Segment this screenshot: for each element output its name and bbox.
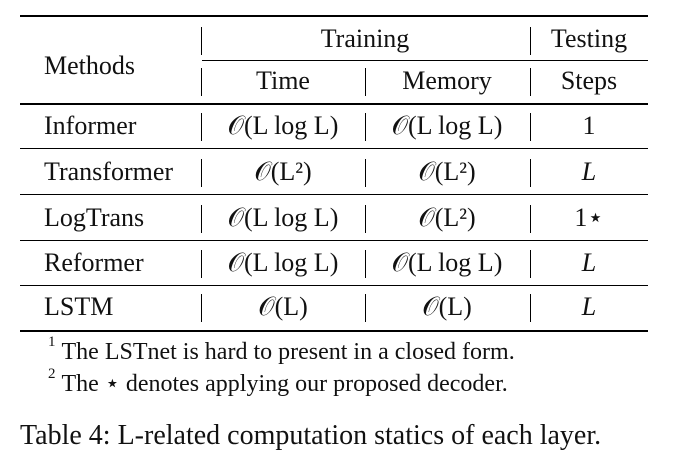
row5-sep-c	[530, 294, 532, 322]
bottom-rule	[20, 330, 648, 332]
row-steps: L	[581, 157, 597, 186]
row-method: LSTM	[44, 292, 114, 321]
row4-sep-b	[365, 250, 367, 278]
row-memory: 𝒪(L)	[422, 292, 472, 321]
header-sep-right	[530, 27, 532, 55]
header-testing: Testing	[550, 24, 628, 53]
row2-sep-a	[201, 159, 203, 187]
row1-sep-a	[201, 113, 203, 141]
sub-sep-mid	[365, 68, 367, 96]
footnote-2: 2 The ⋆ denotes applying our proposed dec…	[48, 367, 508, 398]
row-rule-4	[20, 285, 648, 286]
row-time: 𝒪(L log L)	[227, 203, 339, 232]
top-rule	[20, 15, 648, 17]
row2-sep-b	[365, 159, 367, 187]
row-memory: 𝒪(L²)	[418, 203, 476, 232]
row-steps: 1	[582, 111, 596, 140]
row3-sep-a	[201, 205, 203, 233]
footnote-mark: 2	[48, 366, 56, 382]
row4-sep-c	[530, 250, 532, 278]
row2-sep-c	[530, 159, 532, 187]
row5-sep-b	[365, 294, 367, 322]
row4-sep-a	[201, 250, 203, 278]
row5-sep-a	[201, 294, 203, 322]
row-rule-1	[20, 148, 648, 149]
table-caption: Table 4: L-related computation statics o…	[20, 420, 602, 451]
header-steps: Steps	[560, 66, 618, 95]
row-rule-2	[20, 194, 648, 195]
row-memory: 𝒪(L log L)	[391, 248, 503, 277]
header-methods: Methods	[44, 51, 135, 80]
row-rule-3	[20, 240, 648, 241]
row1-sep-c	[530, 113, 532, 141]
row-steps: 1⋆	[574, 203, 604, 232]
row-steps: L	[581, 292, 597, 321]
row1-sep-b	[365, 113, 367, 141]
header-time: Time	[256, 66, 310, 95]
footnote-1: 1 The LSTnet is hard to present in a clos…	[48, 335, 515, 366]
header-memory: Memory	[402, 66, 492, 95]
row-memory: 𝒪(L²)	[418, 157, 476, 186]
footnote-text: The LSTnet is hard to present in a close…	[61, 339, 515, 365]
row-time: 𝒪(L log L)	[227, 111, 339, 140]
row-time: 𝒪(L²)	[254, 157, 312, 186]
row-time: 𝒪(L)	[258, 292, 308, 321]
sub-sep-left	[201, 68, 203, 96]
row-memory: 𝒪(L log L)	[391, 111, 503, 140]
header-training: Training	[320, 24, 410, 53]
row-method: LogTrans	[44, 203, 145, 232]
training-subrule	[202, 60, 648, 61]
row3-sep-c	[530, 205, 532, 233]
row-method: Informer	[44, 111, 137, 140]
row-method: Reformer	[44, 248, 144, 277]
header-sep-left	[201, 27, 203, 55]
sub-sep-right	[530, 68, 532, 96]
row-steps: L	[581, 248, 597, 277]
row-time: 𝒪(L log L)	[227, 248, 339, 277]
footnote-text: The ⋆ denotes applying our proposed deco…	[61, 371, 508, 397]
row-method: Transformer	[44, 157, 174, 186]
footnote-mark: 1	[48, 334, 56, 350]
row3-sep-b	[365, 205, 367, 233]
header-rule	[20, 103, 648, 105]
